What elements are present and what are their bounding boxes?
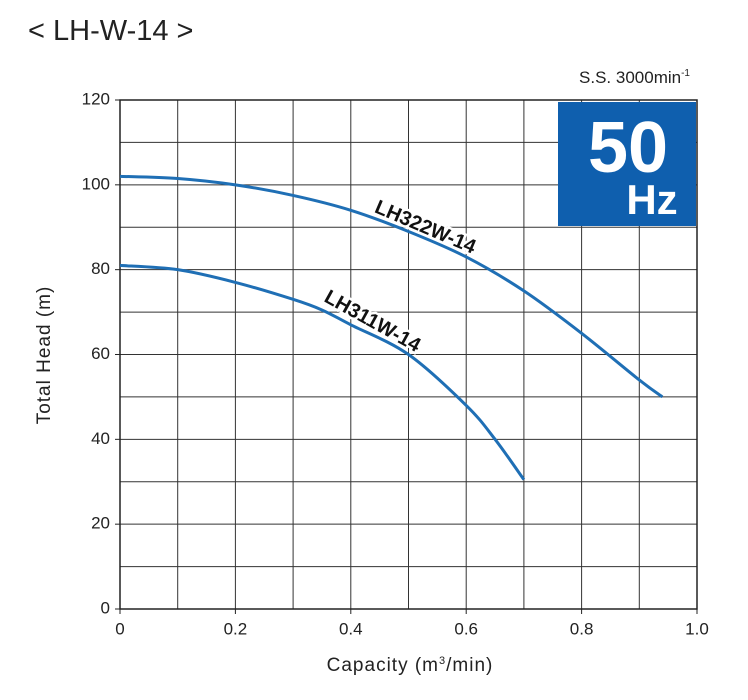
badge [558, 102, 696, 226]
speed-text: S.S. 3000min [579, 68, 681, 87]
series-line [119, 174, 664, 399]
badge-unit: Hz [626, 176, 677, 223]
y-tick-label: 40 [91, 429, 110, 448]
x-tick-label: 0.8 [570, 619, 594, 638]
x-label-part: Capacity (m [327, 655, 439, 676]
speed-label: S.S. 3000min-1 [579, 68, 690, 87]
x-label-sup: 3 [439, 655, 446, 667]
y-tick-label: 80 [91, 259, 110, 278]
series-label: LH311W-14 [321, 286, 425, 357]
x-tick-label: 0.6 [454, 619, 478, 638]
speed-exponent: -1 [681, 68, 690, 79]
badge-value: 50 [588, 108, 668, 188]
y-tick-label: 60 [91, 344, 110, 363]
y-tick-label: 20 [91, 514, 110, 533]
y-tick-label: 120 [82, 89, 110, 108]
chart-title: < LH-W-14 > [28, 15, 193, 47]
x-tick-label: 0.4 [339, 619, 363, 638]
y-tick-label: 100 [82, 174, 110, 193]
x-label-part: /min) [446, 655, 493, 676]
x-axis-label: Capacity (m3/min) [327, 655, 494, 676]
x-tick-label: 0.2 [224, 619, 248, 638]
y-axis-label: Total Head (m) [34, 286, 55, 425]
series-line [119, 263, 526, 481]
x-tick-label: 1.0 [685, 619, 709, 638]
y-tick-label: 0 [101, 598, 110, 617]
x-tick-label: 0 [115, 619, 124, 638]
